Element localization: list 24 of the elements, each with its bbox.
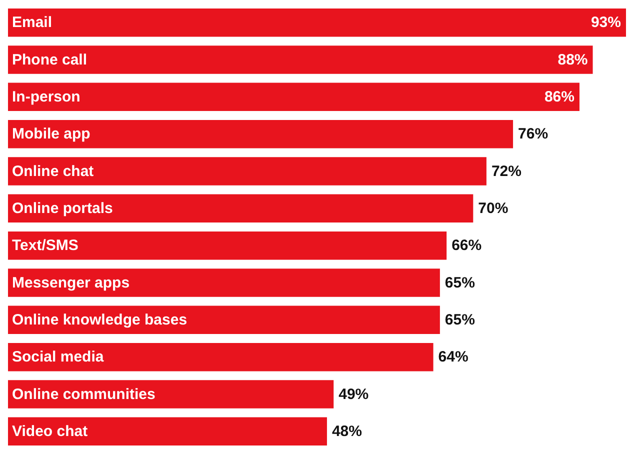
data-label: 76% — [518, 126, 548, 143]
data-label: 88% — [558, 51, 588, 68]
data-label: 64% — [438, 348, 468, 366]
y-tick-label: Online chat — [12, 162, 94, 180]
y-tick-label: Online knowledge bases — [12, 311, 188, 328]
y-tick-label: In-person — [12, 88, 80, 106]
data-label: 48% — [332, 422, 362, 440]
y-tick-label: Social media — [12, 348, 104, 366]
y-tick-label: Video chat — [12, 422, 88, 440]
y-tick-label: Text/SMS — [12, 237, 78, 254]
y-tick-label: Mobile app — [12, 126, 90, 143]
y-tick-label: Phone call — [12, 51, 88, 68]
y-tick-label: Messenger apps — [12, 274, 130, 292]
data-label: 86% — [544, 88, 574, 106]
y-tick-label: Email — [12, 14, 52, 32]
data-label: 72% — [491, 162, 522, 180]
data-label: 93% — [590, 14, 621, 32]
y-tick-label: Online portals — [12, 200, 113, 217]
data-label: 65% — [444, 274, 475, 292]
data-label: 66% — [452, 237, 482, 254]
y-tick-label: Online communities — [12, 386, 156, 403]
data-label: 65% — [444, 311, 475, 328]
data-label: 70% — [478, 200, 508, 217]
data-label: 49% — [338, 386, 369, 403]
